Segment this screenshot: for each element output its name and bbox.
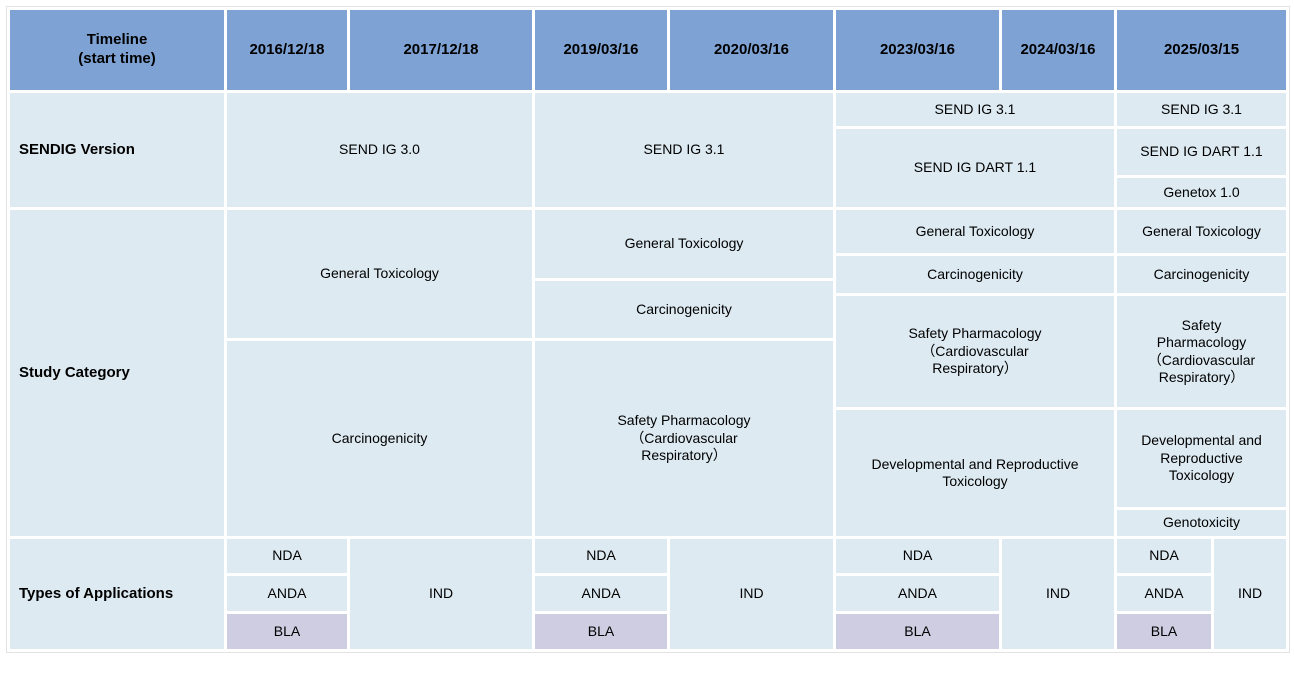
send-timeline-table: Timeline (start time) 2016/12/18 2017/12… xyxy=(5,6,1291,653)
apps-2025-anda-cell: ANDA xyxy=(1117,576,1211,611)
row-label-types-of-applications: Types of Applications xyxy=(10,539,224,649)
study-2016-2017-carcinogenicity-cell: Carcinogenicity xyxy=(227,341,532,536)
study-2023-2024-carcinogenicity-cell: Carcinogenicity xyxy=(836,256,1114,293)
apps-2016-anda-cell: ANDA xyxy=(227,576,347,611)
apps-2025-bla-cell: BLA xyxy=(1117,614,1211,649)
date-header-2024-03-16: 2024/03/16 xyxy=(1002,10,1114,90)
study-2025-genotoxicity-cell: Genotoxicity xyxy=(1117,510,1287,536)
apps-2017-ind-cell: IND xyxy=(350,539,532,649)
sendig-2016-2017-cell: SEND IG 3.0 xyxy=(227,93,532,207)
apps-2023-bla-cell: BLA xyxy=(836,614,999,649)
sendig-2023-2024-dart-cell: SEND IG DART 1.1 xyxy=(836,129,1114,207)
apps-2019-bla-cell: BLA xyxy=(535,614,667,649)
apps-2023-anda-cell: ANDA xyxy=(836,576,999,611)
study-2019-2020-safety-pharmacology-cell: Safety Pharmacology （Cardiovascular Resp… xyxy=(535,341,833,536)
date-header-2023-03-16: 2023/03/16 xyxy=(836,10,999,90)
apps-2019-anda-cell: ANDA xyxy=(535,576,667,611)
row-label-sendig-version: SENDIG Version xyxy=(10,93,224,207)
study-row-2: Carcinogenicity Carcinogenicity xyxy=(10,256,1287,293)
date-header-2025-03-15: 2025/03/15 xyxy=(1117,10,1287,90)
study-row-5: Carcinogenicity Safety Pharmacology （Car… xyxy=(10,341,1286,536)
sendig-row-2: SEND IG DART 1.1 SEND IG DART 1.1 xyxy=(10,129,1287,207)
sendig-2025-genetox-cell: Genetox 1.0 xyxy=(1117,178,1287,207)
study-2025-carcinogenicity-cell: Carcinogenicity xyxy=(1117,256,1287,293)
apps-2019-nda-cell: NDA xyxy=(535,539,667,573)
date-header-2016-12-18: 2016/12/18 xyxy=(227,10,347,90)
applications-row-bla: BLA BLA BLA BLA xyxy=(10,614,1286,649)
applications-row-nda: Types of Applications NDA IND NDA IND ND… xyxy=(10,539,1287,649)
study-2016-2017-general-toxicology-cell: General Toxicology xyxy=(227,210,532,338)
apps-2025-ind-cell: IND xyxy=(1214,539,1287,649)
apps-2016-bla-cell: BLA xyxy=(227,614,347,649)
header-row: Timeline (start time) 2016/12/18 2017/12… xyxy=(10,10,1287,90)
row-label-study-category: Study Category xyxy=(10,210,224,536)
sendig-2023-2024-ig31-cell: SEND IG 3.1 xyxy=(836,93,1114,126)
apps-2024-ind-cell: IND xyxy=(1002,539,1114,649)
study-2025-safety-pharmacology-cell: Safety Pharmacology （Cardiovascular Resp… xyxy=(1117,296,1287,407)
study-row-3: Carcinogenicity xyxy=(10,281,1286,338)
study-2025-dart-cell: Developmental and Reproductive Toxicolog… xyxy=(1117,410,1287,507)
study-row-7: Genotoxicity xyxy=(10,510,1287,536)
study-row-6: Developmental and Reproductive Toxicolog… xyxy=(10,410,1287,536)
sendig-row-3: Genetox 1.0 xyxy=(10,178,1287,207)
study-2019-2020-general-toxicology-cell: General Toxicology xyxy=(535,210,833,278)
apps-2025-nda-cell: NDA xyxy=(1117,539,1211,573)
study-2023-2024-general-toxicology-cell: General Toxicology xyxy=(836,210,1114,253)
study-2025-general-toxicology-cell: General Toxicology xyxy=(1117,210,1287,253)
applications-row-anda: ANDA ANDA ANDA ANDA xyxy=(10,576,1286,611)
sendig-row-1: SENDIG Version SEND IG 3.0 SEND IG 3.1 S… xyxy=(10,93,1287,207)
study-row-1: Study Category General Toxicology Genera… xyxy=(10,210,1287,536)
study-2023-2024-safety-pharmacology-cell: Safety Pharmacology （Cardiovascular Resp… xyxy=(836,296,1114,407)
apps-2016-nda-cell: NDA xyxy=(227,539,347,573)
study-row-4: Safety Pharmacology （Cardiovascular Resp… xyxy=(10,296,1287,407)
sendig-2025-dart-cell: SEND IG DART 1.1 xyxy=(1117,129,1287,175)
date-header-2019-03-16: 2019/03/16 xyxy=(535,10,667,90)
apps-2020-ind-cell: IND xyxy=(670,539,833,649)
apps-2023-nda-cell: NDA xyxy=(836,539,999,573)
date-header-2017-12-18: 2017/12/18 xyxy=(350,10,532,90)
sendig-2019-2020-cell: SEND IG 3.1 xyxy=(535,93,833,207)
study-2019-2020-carcinogenicity-cell: Carcinogenicity xyxy=(535,281,833,338)
study-2023-2024-dart-cell: Developmental and Reproductive Toxicolog… xyxy=(836,410,1114,536)
timeline-header-cell: Timeline (start time) xyxy=(10,10,224,90)
date-header-2020-03-16: 2020/03/16 xyxy=(670,10,833,90)
sendig-2025-ig31-cell: SEND IG 3.1 xyxy=(1117,93,1287,126)
